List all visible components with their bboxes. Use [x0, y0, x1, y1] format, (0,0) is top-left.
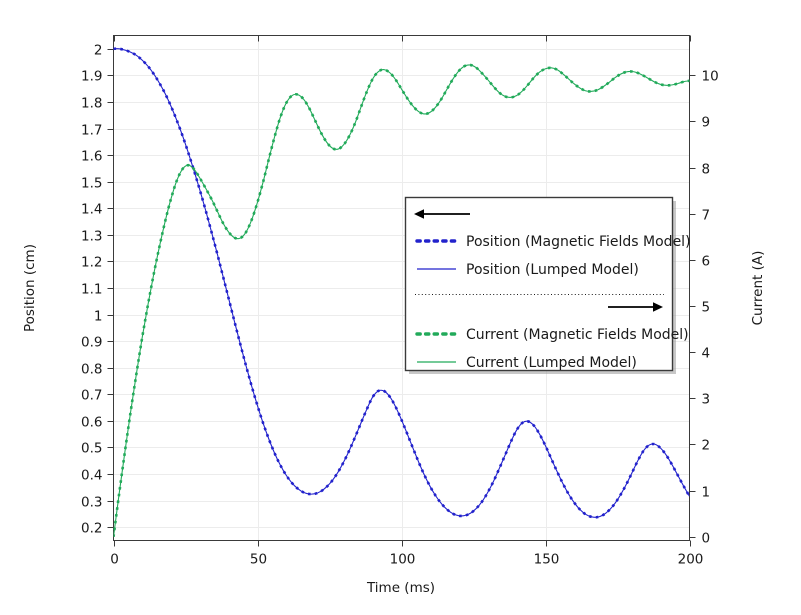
- y-tick-label-right: 9: [702, 115, 711, 131]
- y-tick-label-right: 3: [702, 392, 711, 408]
- y-tick-label-left: 0.9: [81, 335, 102, 351]
- x-tick-label: 50: [250, 552, 267, 568]
- y-tick-label-left: 0.6: [81, 415, 102, 431]
- y-tick-label-right: 0: [702, 531, 711, 547]
- legend-label-1: Position (Lumped Model): [466, 262, 639, 278]
- x-axis-title: Time (ms): [366, 580, 435, 596]
- y-tick-label-right: 8: [702, 162, 711, 178]
- y-tick-label-left: 1.5: [81, 176, 102, 192]
- series-line-solid: [113, 64, 690, 537]
- y-tick-label-left: 1.2: [81, 255, 102, 271]
- y-axis-title-left: Position (cm): [22, 244, 38, 332]
- y-tick-label-right: 5: [702, 300, 711, 316]
- y-tick-label-left: 0.7: [81, 388, 102, 404]
- y-tick-label-left: 1.1: [81, 282, 102, 298]
- y-tick-label-left: 2: [94, 43, 103, 59]
- left-axis-arrow-icon: [414, 209, 470, 219]
- legend-entry-0[interactable]: Position (Magnetic Fields Model): [415, 234, 691, 250]
- y-tick-label-left: 1.8: [81, 96, 102, 112]
- right-axis-arrow-icon: [608, 302, 663, 312]
- legend-entry-2[interactable]: Current (Magnetic Fields Model): [415, 327, 689, 343]
- chart-legend[interactable]: Position (Magnetic Fields Model) Positio…: [404, 196, 691, 375]
- y-tick-label-left: 1: [94, 309, 103, 325]
- tick-labels: 0.2 0.3 0.4 0.5 0.6 0.7 0.8 0.9 1 1.1 1.2 1.3 1.4 1.5…: [81, 43, 719, 568]
- y-axis-title-right: Current (A): [750, 251, 766, 326]
- series-line-solid: [113, 48, 690, 518]
- x-tick-label: 200: [678, 552, 704, 568]
- y-tick-label-left: 1.9: [81, 69, 102, 85]
- legend-label-2: Current (Magnetic Fields Model): [466, 327, 689, 343]
- plot-frame: [112, 34, 691, 542]
- legend-label-3: Current (Lumped Model): [466, 355, 637, 371]
- y-tick-label-left: 0.4: [81, 468, 102, 484]
- series-3: [113, 64, 690, 537]
- y-tick-label-left: 0.3: [81, 495, 102, 511]
- tickmarks: [107, 35, 696, 547]
- y-tick-label-right: 6: [702, 254, 711, 270]
- y-tick-label-right: 1: [702, 485, 711, 501]
- data-series-layer: [113, 47, 690, 537]
- y-tick-label-right: 2: [702, 438, 711, 454]
- legend-entry-1[interactable]: Position (Lumped Model): [417, 262, 639, 278]
- y-tick-label-left: 1.4: [81, 202, 102, 218]
- y-tick-label-left: 1.7: [81, 123, 102, 139]
- x-tick-label: 0: [110, 552, 119, 568]
- legend-label-0: Position (Magnetic Fields Model): [466, 234, 691, 250]
- y-tick-label-left: 0.8: [81, 362, 102, 378]
- series-1: [113, 48, 690, 518]
- legend-box: [404, 196, 674, 372]
- x-tick-label: 150: [534, 552, 560, 568]
- legend-entry-3[interactable]: Current (Lumped Model): [417, 355, 637, 371]
- x-tick-label: 100: [390, 552, 416, 568]
- y-tick-label-left: 0.5: [81, 441, 102, 457]
- y-tick-label-right: 7: [702, 208, 711, 224]
- y-tick-label-left: 1.6: [81, 149, 102, 165]
- y-tick-label-right: 4: [702, 346, 711, 362]
- y-tick-label-right: 10: [702, 69, 719, 85]
- y-tick-label-left: 1.3: [81, 229, 102, 245]
- y-tick-label-left: 0.2: [81, 521, 102, 537]
